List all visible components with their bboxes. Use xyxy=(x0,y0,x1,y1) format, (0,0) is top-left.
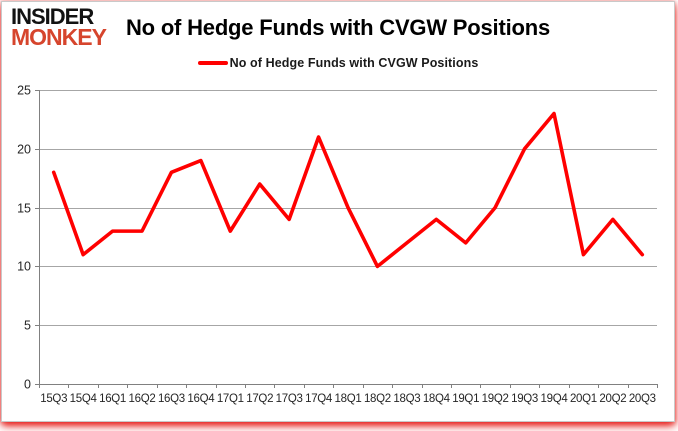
y-axis-label: 10 xyxy=(17,260,31,274)
x-axis-label: 16Q1 xyxy=(99,393,126,405)
x-axis-label: 20Q1 xyxy=(570,393,597,405)
legend-label: No of Hedge Funds with CVGW Positions xyxy=(229,56,479,70)
chart-title: No of Hedge Funds with CVGW Positions xyxy=(125,15,551,40)
x-axis-label: 15Q4 xyxy=(70,393,98,405)
x-axis-label: 16Q3 xyxy=(158,393,185,405)
y-axis-label: 25 xyxy=(17,84,31,98)
x-axis-label: 16Q4 xyxy=(187,393,215,405)
y-axis-label: 20 xyxy=(17,143,31,157)
x-axis-label: 19Q2 xyxy=(482,393,509,405)
y-axis-label: 0 xyxy=(24,378,31,392)
x-axis-label: 18Q3 xyxy=(393,393,420,405)
x-axis-label: 17Q3 xyxy=(276,393,303,405)
logo-text-insider: INSIDER xyxy=(11,4,94,29)
y-axis-label: 5 xyxy=(24,319,31,333)
x-axis-label: 15Q3 xyxy=(40,393,67,405)
x-axis-label: 17Q1 xyxy=(217,393,244,405)
x-axis-label: 19Q1 xyxy=(452,393,479,405)
x-axis-label: 18Q4 xyxy=(423,393,451,405)
x-axis-label: 18Q2 xyxy=(364,393,391,405)
y-axis-label: 15 xyxy=(17,202,31,216)
x-axis-label: 16Q2 xyxy=(129,393,156,405)
x-axis-label: 20Q2 xyxy=(599,393,626,405)
x-axis-label: 17Q2 xyxy=(246,393,273,405)
data-series-line xyxy=(51,111,645,269)
chart-card: INSIDER MONKEY No of Hedge Funds with CV… xyxy=(1,1,675,422)
x-axis-label: 19Q3 xyxy=(511,393,538,405)
legend-line-marker xyxy=(197,61,228,65)
x-axis-label: 19Q4 xyxy=(541,393,569,405)
logo-text-monkey: MONKEY xyxy=(11,24,107,51)
x-axis-label: 17Q4 xyxy=(305,393,333,405)
x-axis-label: 20Q3 xyxy=(629,393,656,405)
legend: No of Hedge Funds with CVGW Positions xyxy=(2,56,674,70)
insider-monkey-logo: INSIDER MONKEY xyxy=(11,4,107,51)
x-axis-label: 18Q1 xyxy=(335,393,362,405)
